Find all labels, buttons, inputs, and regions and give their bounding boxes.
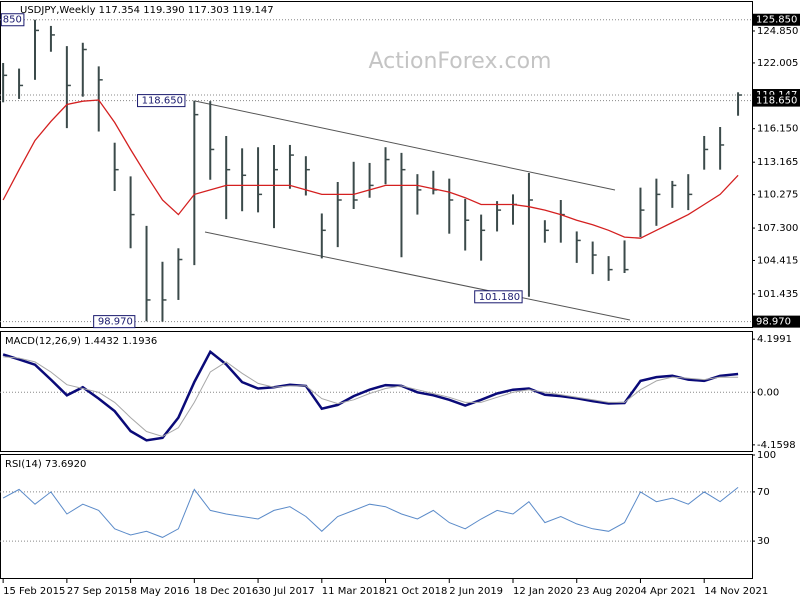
annotation-label: 101.180	[479, 292, 520, 303]
moving-average	[2, 99, 739, 239]
y-tick-label: 124.850	[757, 26, 798, 37]
macd-panel	[0, 331, 753, 452]
level-label: 98.970	[756, 317, 791, 328]
indicator-line	[3, 356, 739, 438]
y-tick-label: 101.435	[757, 289, 798, 300]
y-tick-label: 70	[757, 487, 770, 498]
annotation-label: 850	[3, 15, 22, 26]
level-label-box	[753, 94, 800, 107]
y-tick-label: 100	[757, 450, 776, 461]
x-tick-label: 23 Aug 2020	[577, 586, 641, 597]
annotation-box	[474, 290, 523, 304]
chart-title: USDJPY,Weekly 117.354 119.390 117.303 11…	[20, 5, 274, 16]
x-tick-label: 21 Oct 2018	[386, 586, 448, 597]
x-tick-label: 18 Dec 2016	[194, 586, 258, 597]
annotation-box	[0, 13, 25, 27]
rsi-panel	[0, 454, 753, 579]
y-tick-label: 110.275	[757, 190, 798, 201]
annotation-label: 118.650	[142, 96, 183, 107]
y-tick-label: 122.005	[757, 58, 798, 69]
level-label: 118.650	[756, 96, 797, 107]
level-label: 125.850	[756, 15, 797, 26]
y-tick-label: 113.165	[757, 157, 798, 168]
y-tick-label: -4.1598	[757, 440, 796, 451]
y-tick-label: 0.00	[757, 387, 779, 398]
channel-line	[204, 231, 631, 321]
x-tick-label: 14 Nov 2021	[704, 586, 768, 597]
y-tick-label: 30	[757, 536, 770, 547]
y-tick-label: 107.300	[757, 223, 798, 234]
y-tick-label: 104.415	[757, 255, 798, 266]
annotation-label: 98.970	[98, 317, 133, 328]
macd-title: MACD(12,26,9) 1.4432 1.1936	[5, 336, 157, 347]
indicator-line	[2, 487, 739, 538]
x-tick-label: 15 Feb 2015	[3, 586, 65, 597]
x-tick-label: 8 May 2016	[131, 586, 190, 597]
x-tick-label: 27 Sep 2015	[67, 586, 130, 597]
rsi-title: RSI(14) 73.6920	[5, 459, 86, 470]
x-tick-label: 11 Mar 2018	[322, 586, 385, 597]
x-tick-label: 4 Apr 2021	[640, 586, 695, 597]
y-tick-label: 4.1991	[757, 334, 792, 345]
y-tick-label: 116.150	[757, 124, 798, 135]
level-label-box	[753, 13, 800, 26]
x-tick-label: 2 Jun 2019	[449, 586, 503, 597]
annotation-box	[93, 315, 136, 329]
indicator-line	[2, 349, 739, 442]
level-label-box	[753, 315, 800, 328]
watermark: ActionForex.com	[369, 49, 552, 74]
x-tick-label: 12 Jan 2020	[513, 586, 573, 597]
annotation-box	[137, 94, 186, 108]
x-tick-label: 30 Jul 2017	[258, 586, 315, 597]
price-panel	[0, 1, 753, 328]
channel-line	[194, 100, 616, 191]
